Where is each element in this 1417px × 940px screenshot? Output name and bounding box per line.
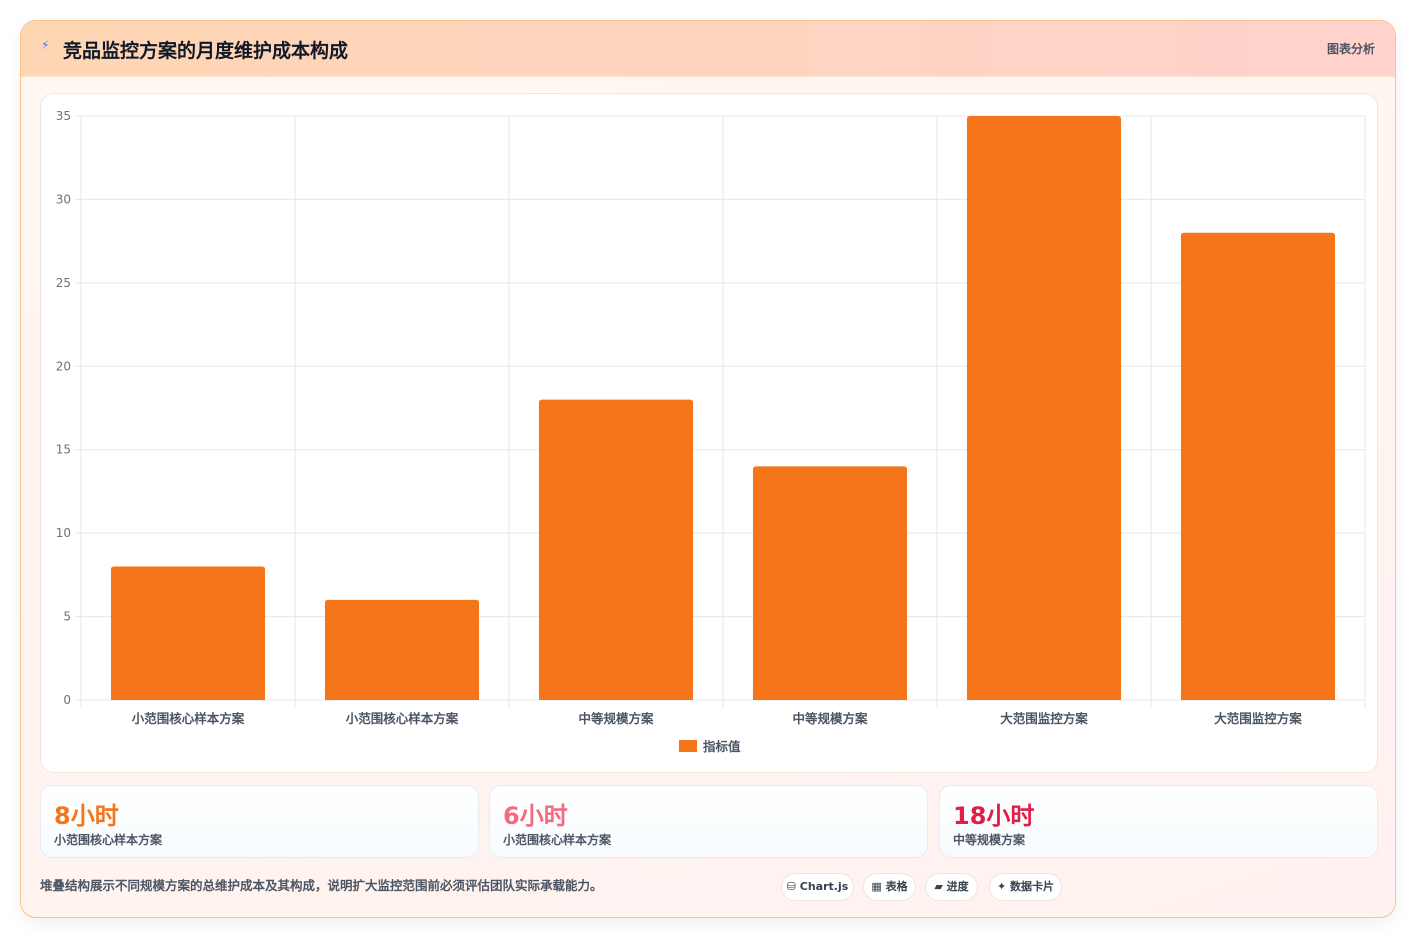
chart-panel: 0 5 10 15 20 25 30 35 小范围核心样本方案 小范围核心样本方案 中等规模方案 中等…	[40, 93, 1378, 773]
page-title: 竞品监控方案的月度维护成本构成	[63, 40, 349, 62]
chip-chartjs[interactable]: ⛁ Chart.js	[781, 873, 854, 901]
x-tick-label: 大范围监控方案	[1000, 711, 1088, 726]
stat-label: 小范围核心样本方案	[503, 833, 612, 847]
stat-value: 6小时	[503, 802, 568, 830]
legend-label: 指标值	[703, 739, 741, 754]
chart-footnote: 堆叠结构展示不同规模方案的总维护成本及其构成，说明扩大监控范围前必须评估团队实际…	[40, 878, 603, 893]
bar-chart: 0 5 10 15 20 25 30 35 小范围核心样本方案 小范围核心样本方案 中等规模方案 中等…	[56, 109, 1366, 754]
chip-progress[interactable]: ▰ 进度	[925, 873, 978, 901]
bar	[538, 399, 694, 700]
stat-label: 小范围核心样本方案	[54, 833, 163, 847]
chip-label: 数据卡片	[1010, 880, 1055, 893]
progress-icon: ▰	[934, 880, 943, 893]
stat-card-3: 18小时 中等规模方案	[939, 785, 1378, 858]
bar	[966, 116, 1122, 700]
chart-card: ⚡ 竞品监控方案的月度维护成本构成 图表分析 0 5 10 15 20 25 30 35 小范围…	[20, 20, 1396, 918]
y-tick-label: 5	[63, 610, 71, 624]
stat-label: 中等规模方案	[953, 833, 1026, 847]
chip-label: 表格	[885, 880, 908, 893]
chip-table[interactable]: ▦ 表格	[863, 873, 916, 901]
chip-label: Chart.js	[799, 880, 849, 893]
stat-value: 8小时	[54, 802, 119, 830]
bolt-icon: ⚡	[41, 38, 50, 52]
x-tick-label: 中等规模方案	[578, 711, 654, 726]
stat-card-2: 6小时 小范围核心样本方案	[489, 785, 928, 858]
bar	[324, 599, 480, 700]
y-tick-label: 25	[56, 276, 71, 290]
stat-card-1: 8小时 小范围核心样本方案	[40, 785, 479, 858]
y-tick-label: 10	[56, 526, 71, 540]
chip-data-cards[interactable]: ✦ 数据卡片	[989, 873, 1062, 901]
chip-label: 进度	[946, 880, 969, 893]
stat-value: 18小时	[953, 802, 1035, 830]
y-tick-label: 0	[63, 693, 71, 707]
y-tick-label: 30	[56, 192, 71, 206]
database-icon: ⛁	[786, 880, 796, 893]
legend-swatch	[679, 740, 697, 752]
y-tick-label: 35	[56, 109, 71, 123]
x-tick-label: 中等规模方案	[792, 711, 868, 726]
bar	[1180, 232, 1336, 701]
x-tick-label: 小范围核心样本方案	[131, 711, 245, 726]
bar	[110, 566, 266, 700]
x-tick-label: 大范围监控方案	[1214, 711, 1302, 726]
sparkle-icon: ✦	[996, 880, 1007, 893]
y-tick-label: 20	[56, 359, 71, 373]
y-tick-label: 15	[56, 443, 71, 457]
bar	[752, 466, 908, 700]
x-tick-label: 小范围核心样本方案	[345, 711, 459, 726]
chart-analysis-tag: 图表分析	[1326, 42, 1375, 56]
table-icon: ▦	[871, 880, 882, 893]
card-header: ⚡ 竞品监控方案的月度维护成本构成 图表分析	[21, 21, 1395, 77]
